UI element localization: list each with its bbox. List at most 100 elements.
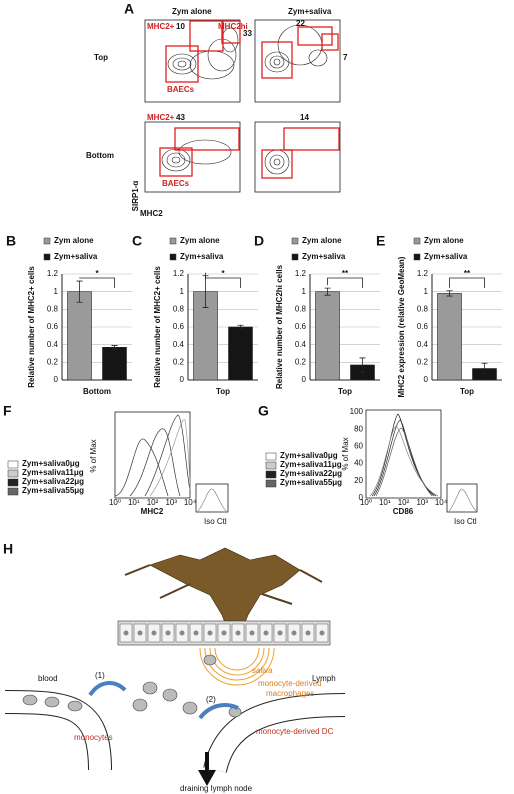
cells bbox=[22, 654, 242, 718]
bar bbox=[67, 291, 92, 381]
nucleus bbox=[235, 630, 241, 636]
gate bbox=[261, 149, 293, 179]
axis-label: SIRP1-α bbox=[131, 181, 140, 212]
inset-frame bbox=[195, 483, 229, 513]
bar-charts: B Zym alone Zym+saliva 0 0.2 0.4 0.6 0.8 1 1.2 Rel… bbox=[6, 233, 502, 397]
legend-swatch bbox=[169, 253, 177, 261]
axis-label: % of Max bbox=[89, 439, 98, 472]
x-tick-label: Top bbox=[460, 387, 474, 396]
gate-label: MHC2+ bbox=[147, 113, 175, 122]
gate bbox=[189, 20, 224, 52]
error-bar bbox=[237, 324, 244, 330]
axis-label: MHC2 bbox=[140, 209, 163, 218]
nucleus bbox=[151, 630, 157, 636]
y-tick-label: 1 bbox=[180, 287, 185, 296]
gate-value: 22 bbox=[296, 19, 305, 28]
label: blood bbox=[38, 674, 58, 683]
y-tick-label: 0 bbox=[302, 375, 307, 384]
legend-swatch bbox=[43, 253, 51, 261]
significance: ** bbox=[342, 269, 349, 278]
error-bar bbox=[481, 362, 488, 375]
gate-label: MHC2+ bbox=[147, 22, 175, 31]
y-tick-label: 0.2 bbox=[173, 357, 185, 366]
axis-label: MHC2 bbox=[141, 507, 164, 516]
legend-label: Zym+saliva11μg bbox=[280, 460, 342, 469]
legend: Zym+saliva0μgZym+saliva11μgZym+saliva22μ… bbox=[265, 451, 342, 488]
gate-label: BAECs bbox=[162, 179, 190, 188]
nucleus bbox=[291, 630, 297, 636]
x-ticks: 10⁰ 10¹ 10² 10³ 10⁴ bbox=[109, 498, 197, 507]
nucleus bbox=[249, 630, 255, 636]
nucleus bbox=[221, 630, 227, 636]
legend-swatch bbox=[413, 237, 421, 245]
y-tick-label: 0.2 bbox=[295, 357, 307, 366]
significance: * bbox=[221, 269, 225, 278]
contours bbox=[161, 24, 328, 175]
bar bbox=[437, 293, 462, 381]
x-tick-label: 10¹ bbox=[379, 498, 391, 507]
panel-label: H bbox=[3, 541, 13, 557]
panel-label: D bbox=[254, 233, 264, 249]
y-tick-label: 1 bbox=[54, 287, 59, 296]
plot-frame bbox=[144, 19, 241, 103]
x-tick-label: 10⁴ bbox=[184, 498, 197, 507]
nucleus bbox=[123, 630, 129, 636]
y-tick-label: 1 bbox=[302, 287, 307, 296]
label: (1) bbox=[95, 671, 105, 680]
y-tick-label: 1 bbox=[424, 287, 429, 296]
error-bar bbox=[359, 357, 366, 373]
nucleus bbox=[263, 630, 269, 636]
legend-label: Zym+saliva22μg bbox=[22, 477, 84, 486]
x-tick-label: Top bbox=[216, 387, 230, 396]
legend-label: Zym+saliva0μg bbox=[22, 459, 80, 468]
histograms bbox=[369, 413, 439, 497]
y-tick-label: 0 bbox=[180, 375, 185, 384]
legend-swatch bbox=[169, 237, 177, 245]
nucleus bbox=[193, 630, 199, 636]
gate-value: 14 bbox=[300, 113, 309, 122]
y-tick-label: 40 bbox=[354, 459, 363, 468]
row-title: Bottom bbox=[86, 151, 114, 160]
y-tick-label: 1.2 bbox=[173, 269, 185, 278]
bar bbox=[315, 291, 340, 381]
histograms bbox=[114, 414, 191, 497]
legend-label: Zym alone bbox=[180, 236, 220, 245]
legend-label: Zym+saliva55μg bbox=[280, 478, 342, 487]
y-tick-label: 60 bbox=[354, 442, 363, 451]
legend-swatch bbox=[291, 253, 299, 261]
legend-swatch bbox=[43, 237, 51, 245]
nucleus bbox=[165, 630, 171, 636]
error-bar bbox=[111, 345, 118, 350]
y-tick-label: 1.2 bbox=[47, 269, 59, 278]
plot-frame bbox=[365, 409, 442, 499]
legend-swatch bbox=[7, 469, 19, 478]
nucleus bbox=[207, 630, 213, 636]
y-tick-label: 1.2 bbox=[295, 269, 307, 278]
legend-swatch bbox=[265, 470, 277, 479]
bar bbox=[228, 326, 253, 381]
y-axis-label: Relative number of MHC2+ cells bbox=[153, 266, 162, 388]
y-tick-label: 0.2 bbox=[47, 357, 59, 366]
column-title: Zym+saliva bbox=[288, 7, 332, 16]
x-tick-label: 10⁰ bbox=[109, 498, 121, 507]
gate bbox=[159, 147, 193, 177]
y-tick-label: 0.6 bbox=[295, 322, 307, 331]
nucleus bbox=[277, 630, 283, 636]
y-tick-label: 0.2 bbox=[417, 357, 429, 366]
label: Lymph bbox=[312, 674, 336, 683]
significance-bracket bbox=[327, 277, 363, 288]
gate-value: 10 bbox=[176, 22, 185, 31]
legend-label: Zym+saliva0μg bbox=[280, 451, 338, 460]
y-tick-label: 100 bbox=[350, 407, 364, 416]
arrow-2 bbox=[198, 703, 239, 720]
legend-swatch bbox=[265, 461, 277, 470]
error-bar bbox=[324, 287, 331, 296]
legend-label: Zym+saliva11μg bbox=[22, 468, 84, 477]
inset-label: Iso Ctl bbox=[454, 517, 477, 526]
panel-label: B bbox=[6, 233, 16, 249]
legend-label: Zym alone bbox=[424, 236, 464, 245]
significance-bracket bbox=[79, 277, 115, 288]
legend-swatch bbox=[265, 479, 277, 488]
legend-swatch bbox=[7, 487, 19, 496]
inset-label: Iso Ctl bbox=[204, 517, 227, 526]
